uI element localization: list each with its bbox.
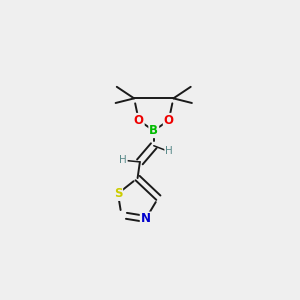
Text: N: N <box>141 212 151 226</box>
Text: O: O <box>164 114 174 127</box>
Text: O: O <box>134 114 144 127</box>
Text: H: H <box>165 146 172 157</box>
Text: S: S <box>114 187 122 200</box>
Text: B: B <box>149 124 158 137</box>
Text: H: H <box>119 155 127 165</box>
